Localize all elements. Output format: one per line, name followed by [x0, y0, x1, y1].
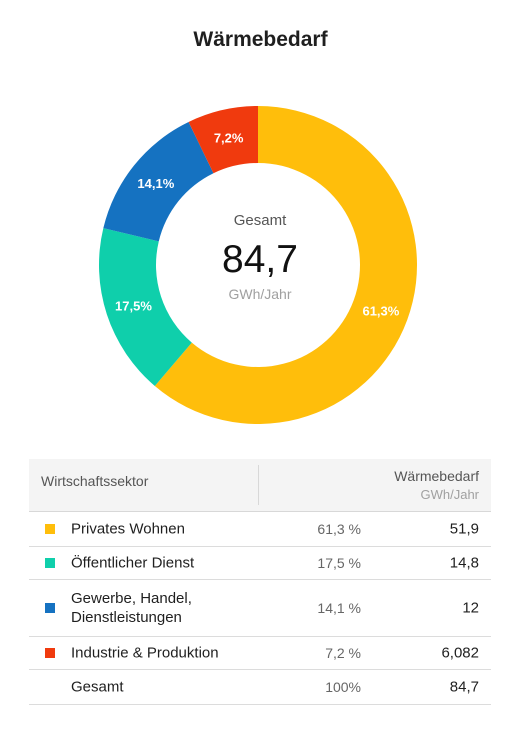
donut-slice: [188, 106, 258, 174]
row-value: 6,082: [441, 644, 479, 662]
table-header: Wirtschaftssektor Wärmebedarf GWh/Jahr: [29, 459, 491, 512]
row-sector: Gewerbe, Handel, Dienstleistungen: [71, 590, 192, 626]
row-value: 51,9: [449, 520, 479, 538]
row-value: 14,8: [449, 554, 479, 572]
row-percent: 100%: [325, 679, 361, 695]
table-row: Privates Wohnen 61,3 % 51,9: [29, 512, 491, 547]
legend-swatch: [45, 558, 55, 568]
row-sector: Gesamt: [71, 678, 124, 696]
data-table: Wirtschaftssektor Wärmebedarf GWh/Jahr P…: [29, 459, 491, 705]
row-percent: 61,3 %: [317, 521, 361, 537]
chart-title: Wärmebedarf: [193, 28, 328, 51]
row-percent: 14,1 %: [317, 600, 361, 616]
slice-label: 14,1%: [137, 176, 174, 191]
table-row: Öffentlicher Dienst 17,5 % 14,8: [29, 547, 491, 580]
row-sector: Öffentlicher Dienst: [71, 554, 195, 572]
row-value: 12: [462, 599, 479, 617]
legend-swatch: [45, 603, 55, 613]
table-row: Industrie & Produktion 7,2 % 6,082: [29, 637, 491, 670]
center-total-unit: GWh/Jahr: [228, 286, 292, 302]
slice-label: 61,3%: [362, 303, 399, 318]
donut-slice: [154, 106, 418, 424]
table-row-total: Gesamt 100% 84,7: [29, 670, 491, 705]
row-sector: Industrie & Produktion: [71, 644, 219, 662]
slice-label: 17,5%: [115, 299, 152, 314]
row-percent: 17,5 %: [317, 555, 361, 571]
row-sector: Privates Wohnen: [71, 520, 185, 538]
center-total-label: Gesamt: [233, 212, 287, 229]
column-header-sector: Wirtschaftssektor: [41, 473, 149, 489]
donut-slice: [103, 121, 214, 242]
row-value: 84,7: [449, 678, 479, 696]
legend-swatch: [45, 524, 55, 534]
donut-chart: 61,3% 17,5% 14,1% 7,2%: [99, 106, 418, 424]
donut-slice: [99, 228, 192, 386]
column-header-unit: GWh/Jahr: [420, 487, 479, 502]
header-divider: [258, 465, 259, 505]
table-row: Gewerbe, Handel, Dienstleistungen 14,1 %…: [29, 580, 491, 637]
column-header-value: Wärmebedarf: [394, 468, 479, 484]
slice-label: 7,2%: [214, 130, 244, 145]
legend-swatch: [45, 648, 55, 658]
center-total-value: 84,7: [222, 238, 298, 281]
row-percent: 7,2 %: [325, 645, 361, 661]
